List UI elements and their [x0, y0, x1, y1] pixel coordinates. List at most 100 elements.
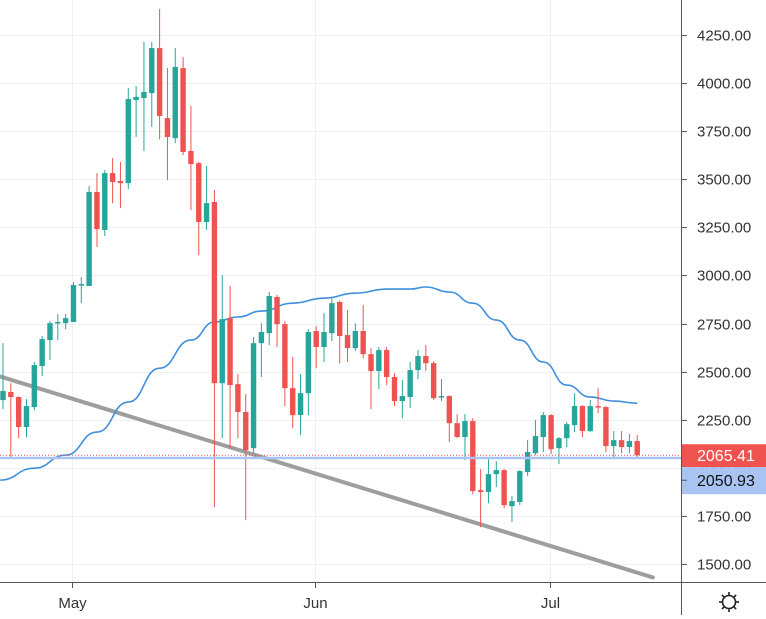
- candle-up[interactable]: [141, 41, 147, 151]
- candle-body: [62, 318, 69, 324]
- candle-down[interactable]: [211, 190, 218, 508]
- candle-body: [125, 99, 131, 184]
- candle-down[interactable]: [336, 300, 343, 364]
- candle-up[interactable]: [532, 420, 539, 456]
- candle-up[interactable]: [62, 314, 69, 330]
- candle-down[interactable]: [274, 295, 280, 348]
- candle-up[interactable]: [203, 165, 210, 231]
- candle-up[interactable]: [70, 281, 77, 323]
- candle-down[interactable]: [109, 158, 116, 204]
- candle-up[interactable]: [55, 314, 61, 341]
- candle-up[interactable]: [321, 313, 327, 363]
- candle-up[interactable]: [611, 431, 617, 459]
- trendline[interactable]: [0, 374, 655, 580]
- candle-down[interactable]: [430, 361, 437, 401]
- candle-down[interactable]: [344, 310, 351, 363]
- candle-up[interactable]: [172, 48, 178, 144]
- candle-up[interactable]: [266, 291, 272, 346]
- candle-down[interactable]: [391, 373, 398, 407]
- candle-down[interactable]: [164, 68, 171, 181]
- candle-down[interactable]: [282, 321, 288, 407]
- candle-up[interactable]: [438, 379, 445, 402]
- candle-up[interactable]: [564, 422, 570, 448]
- candle-up[interactable]: [571, 393, 578, 433]
- moving-average-line[interactable]: [0, 286, 638, 481]
- price-tick-label: 2750.00: [697, 317, 751, 334]
- candle-up[interactable]: [86, 186, 92, 287]
- candle-up[interactable]: [39, 336, 45, 377]
- candle-down[interactable]: [235, 374, 241, 439]
- candle-down[interactable]: [188, 105, 194, 211]
- candle-body: [211, 201, 218, 384]
- candle-up[interactable]: [78, 276, 84, 304]
- candle-body: [524, 452, 531, 473]
- candle-up[interactable]: [556, 437, 562, 465]
- candle-down[interactable]: [477, 469, 484, 528]
- candle-down[interactable]: [227, 286, 233, 449]
- candle-body: [282, 324, 288, 389]
- candle-down[interactable]: [579, 405, 586, 438]
- candle-up[interactable]: [329, 296, 335, 342]
- time-axis[interactable]: May Jun Jul: [58, 582, 560, 612]
- candle-up[interactable]: [540, 412, 546, 453]
- candle-down[interactable]: [470, 418, 476, 495]
- candle-down[interactable]: [8, 383, 14, 460]
- candle-body: [501, 470, 507, 506]
- candle-down[interactable]: [360, 305, 366, 359]
- candle-up[interactable]: [250, 337, 257, 454]
- candle-up[interactable]: [626, 434, 633, 454]
- candle-body: [196, 163, 202, 222]
- candle-up[interactable]: [47, 321, 53, 361]
- candle-up[interactable]: [258, 323, 265, 378]
- candle-down[interactable]: [15, 396, 22, 439]
- candle-down[interactable]: [501, 469, 507, 509]
- candle-up[interactable]: [149, 41, 155, 127]
- candle-down[interactable]: [117, 161, 124, 209]
- gear-icon[interactable]: [716, 590, 742, 614]
- candle-down[interactable]: [618, 431, 625, 454]
- candle-up[interactable]: [125, 88, 131, 190]
- candle-down[interactable]: [94, 173, 100, 247]
- candle-down[interactable]: [196, 161, 202, 256]
- candle-down[interactable]: [383, 347, 390, 386]
- candle-down[interactable]: [454, 414, 460, 438]
- candle-down[interactable]: [634, 435, 640, 458]
- candle-body: [368, 354, 374, 372]
- candle-down[interactable]: [290, 357, 296, 429]
- candle-body: [149, 48, 155, 94]
- candle-up[interactable]: [352, 323, 359, 352]
- candle-down[interactable]: [423, 345, 429, 372]
- candle-up[interactable]: [133, 85, 139, 137]
- candle-down[interactable]: [548, 414, 554, 455]
- candle-up[interactable]: [509, 496, 515, 523]
- candle-up[interactable]: [102, 170, 108, 237]
- candle-down[interactable]: [156, 9, 163, 140]
- candle-body: [133, 96, 139, 101]
- candle-body: [274, 296, 280, 325]
- candle-up[interactable]: [415, 350, 421, 380]
- price-level-tag: [682, 467, 766, 495]
- candle-body: [94, 191, 100, 230]
- candle-up[interactable]: [23, 399, 30, 438]
- candle-down[interactable]: [368, 348, 374, 410]
- candle-down[interactable]: [603, 406, 609, 453]
- candle-up[interactable]: [485, 459, 492, 504]
- candle-body: [313, 331, 319, 348]
- candle-up[interactable]: [517, 470, 523, 506]
- candle-up[interactable]: [31, 362, 38, 411]
- candle-down[interactable]: [595, 388, 601, 414]
- candle-down[interactable]: [446, 395, 453, 443]
- candle-up[interactable]: [0, 343, 6, 410]
- candle-down[interactable]: [313, 326, 319, 369]
- candle-up[interactable]: [305, 329, 312, 416]
- candle-up[interactable]: [493, 461, 499, 488]
- candle-up[interactable]: [219, 275, 225, 439]
- candle-up[interactable]: [399, 380, 406, 419]
- candle-up[interactable]: [587, 400, 593, 433]
- candle-up[interactable]: [376, 347, 382, 390]
- candle-up[interactable]: [297, 374, 304, 436]
- candle-up[interactable]: [407, 362, 413, 409]
- candle-up[interactable]: [462, 414, 468, 461]
- candle-down[interactable]: [180, 56, 186, 156]
